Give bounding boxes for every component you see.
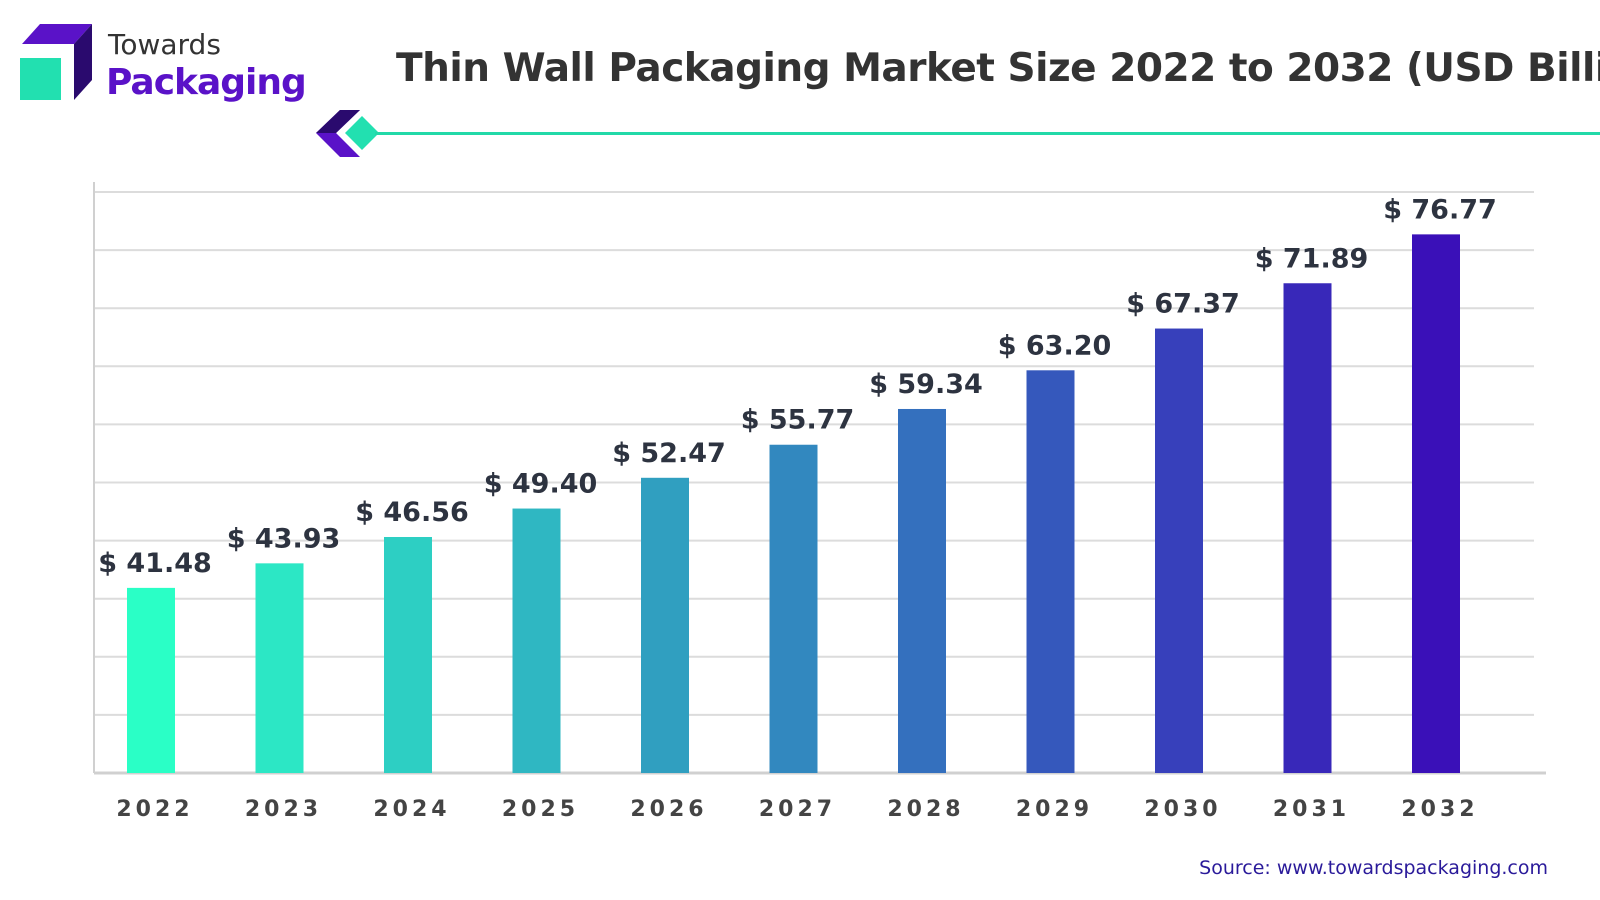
data-label: $ 71.89 <box>1255 243 1369 274</box>
x-tick-label: 2025 <box>502 797 579 822</box>
bar-2028 <box>898 408 946 773</box>
x-tick-label: 2030 <box>1144 797 1221 822</box>
x-tick-label: 2024 <box>373 797 450 822</box>
bar-2031 <box>1283 283 1332 773</box>
data-label: $ 67.37 <box>1126 289 1240 320</box>
x-tick-label: 2031 <box>1273 797 1350 822</box>
bar-2026 <box>641 477 689 773</box>
data-label: $ 52.47 <box>612 438 726 469</box>
data-label: $ 41.48 <box>98 548 212 579</box>
data-label: $ 59.34 <box>869 369 983 400</box>
x-tick-label: 2027 <box>759 797 836 822</box>
source-credit: Source: www.towardspackaging.com <box>1199 857 1548 879</box>
bar-2024 <box>384 536 432 773</box>
bar-2025 <box>512 508 561 773</box>
data-label: $ 49.40 <box>484 469 598 500</box>
data-label: $ 76.77 <box>1383 194 1497 225</box>
x-tick-label: 2023 <box>245 797 322 822</box>
logo-text-towards: Towards <box>108 28 221 61</box>
data-label: $ 43.93 <box>227 523 341 554</box>
bar-2029 <box>1026 370 1075 773</box>
diamond-icon <box>345 116 379 150</box>
bar-2030 <box>1155 328 1203 773</box>
x-tick-label: 2022 <box>116 797 193 822</box>
bar-2032 <box>1412 234 1460 773</box>
towards-packaging-logo <box>20 24 92 100</box>
x-tick-label: 2032 <box>1401 797 1478 822</box>
data-label: $ 46.56 <box>355 497 469 528</box>
bar-2027 <box>769 444 818 773</box>
x-tick-label: 2029 <box>1016 797 1093 822</box>
data-label: $ 55.77 <box>741 405 855 436</box>
chart-title: Thin Wall Packaging Market Size 2022 to … <box>396 46 1600 91</box>
logo-text-packaging: Packaging <box>106 62 307 103</box>
data-label: $ 63.20 <box>998 330 1112 361</box>
title-divider <box>316 110 1600 157</box>
bar-2022 <box>127 587 175 773</box>
divider-line <box>375 132 1600 135</box>
bar-2023 <box>255 563 304 773</box>
x-tick-label: 2028 <box>887 797 964 822</box>
x-tick-label: 2026 <box>630 797 707 822</box>
